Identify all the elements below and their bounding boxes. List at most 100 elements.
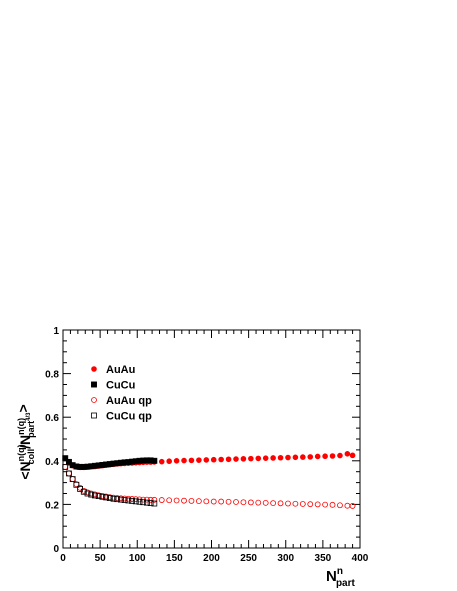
y-tick-label: 0.6	[45, 413, 59, 424]
point-auau	[285, 454, 291, 461]
x-tick-label: 300	[277, 553, 294, 564]
y-tick-label: 0.8	[45, 370, 59, 381]
point-auau	[166, 458, 172, 465]
point-auau	[233, 456, 239, 462]
point-auau	[210, 456, 217, 463]
point-auau-qp	[285, 500, 291, 507]
y-tick-label: 1	[53, 326, 59, 337]
point-auau-qp	[314, 501, 321, 508]
point-auau	[337, 452, 343, 459]
y-tick-label: 0.4	[45, 457, 59, 468]
point-auau-qp	[203, 498, 210, 505]
point-auau	[173, 457, 180, 464]
point-cucu-qp	[144, 499, 150, 506]
point-cucu-qp	[147, 500, 154, 506]
point-cucu-qp	[66, 470, 72, 477]
y-axis-title-sub2-sup: 4/3	[26, 412, 32, 421]
point-cucu-qp	[73, 481, 80, 488]
point-cucu-qp	[80, 488, 87, 495]
point-cucu-qp	[110, 495, 117, 502]
point-cucu	[151, 457, 158, 464]
x-axis-title-main: N	[326, 568, 337, 585]
point-auau	[255, 455, 262, 462]
point-cucu-qp	[106, 495, 113, 501]
x-tick-label: 0	[60, 553, 66, 564]
point-cucu-qp	[88, 491, 95, 498]
y-axis-title-slash: /N	[17, 435, 33, 449]
y-axis-title: <Nn(q)coll/Nn(q)part4/3>	[15, 404, 36, 479]
x-tick-label: 200	[203, 553, 220, 564]
point-auau	[300, 454, 306, 460]
point-cucu-qp	[95, 493, 102, 500]
legend-marker-cucu	[91, 381, 97, 388]
point-auau-qp	[188, 498, 195, 504]
x-tick-label: 400	[352, 553, 369, 564]
point-auau	[181, 457, 187, 464]
point-auau	[248, 455, 254, 462]
point-auau	[203, 457, 210, 463]
point-auau-qp	[277, 500, 284, 507]
x-axis-title-sub: part	[336, 578, 356, 589]
legend-label-auau: AuAu	[106, 364, 135, 376]
legend-marker-cucu-qp	[91, 412, 97, 419]
point-cucu-qp	[84, 490, 91, 497]
point-auau	[349, 452, 356, 459]
legend-label-cucu: CuCu	[106, 380, 135, 392]
point-auau	[292, 454, 299, 461]
y-axis-title-sub2: part	[26, 421, 36, 438]
point-auau-qp	[299, 501, 306, 507]
point-auau-qp	[233, 499, 239, 505]
point-cucu-qp	[118, 496, 124, 503]
y-axis-title-open: <N	[17, 461, 33, 479]
point-auau	[322, 453, 328, 460]
point-cucu-qp	[129, 498, 135, 504]
point-cucu-qp	[125, 497, 132, 504]
point-cucu-qp	[132, 498, 139, 505]
point-auau-qp	[218, 498, 225, 505]
point-auau	[218, 456, 224, 463]
x-tick-label: 150	[166, 553, 183, 564]
x-tick-label: 250	[240, 553, 257, 564]
legend-marker-auau	[91, 366, 97, 372]
x-axis-title: Nn part	[326, 566, 356, 589]
point-auau	[344, 451, 351, 457]
point-auau-qp	[240, 499, 247, 506]
point-auau-qp	[255, 499, 262, 506]
point-auau-qp	[181, 497, 187, 504]
x-axis-title-sup: n	[337, 566, 343, 577]
y-tick-label: 0	[53, 544, 59, 555]
point-auau-qp	[158, 497, 165, 503]
legend: AuAu CuCu AuAu qp CuCu qp	[91, 364, 152, 423]
legend-marker-auau-qp	[91, 397, 97, 403]
point-cucu-qp	[121, 497, 128, 503]
y-axis-title-sup2: n(q)	[16, 418, 26, 435]
point-cucu-qp	[92, 492, 98, 499]
data-points	[62, 451, 356, 509]
point-auau	[262, 455, 269, 461]
point-auau-qp	[262, 499, 269, 506]
point-auau-qp	[322, 501, 329, 508]
x-tick-label: 350	[315, 553, 332, 564]
point-cucu	[62, 455, 69, 462]
point-cucu-qp	[62, 464, 69, 470]
y-axis-title-sub1: coll	[26, 449, 36, 465]
point-auau	[188, 457, 195, 464]
point-auau	[270, 455, 276, 461]
ticks: 0 50 100 150 200 250 300 350 400 0 0.2 0.4 0.6 0.8 1	[45, 326, 369, 564]
point-auau-qp	[166, 497, 173, 504]
point-auau	[307, 454, 314, 460]
point-cucu-qp	[140, 499, 147, 506]
point-auau-qp	[337, 502, 343, 509]
point-auau-qp	[210, 498, 217, 505]
point-auau-qp	[292, 500, 299, 507]
point-cucu-qp	[136, 498, 143, 505]
point-cucu-qp	[69, 476, 76, 483]
point-auau	[225, 456, 232, 463]
point-auau-qp	[307, 501, 314, 508]
x-tick-label: 50	[95, 553, 107, 564]
y-axis-title-sup1: n(q)	[16, 444, 26, 461]
legend-label-cucu-qp: CuCu qp	[106, 411, 152, 423]
point-auau	[329, 453, 336, 459]
point-auau-qp	[270, 500, 277, 506]
